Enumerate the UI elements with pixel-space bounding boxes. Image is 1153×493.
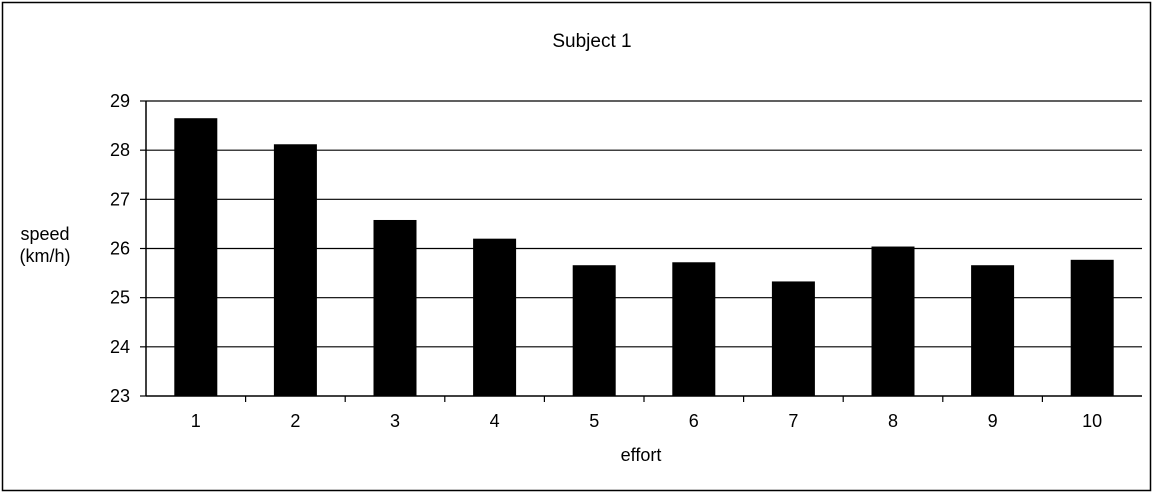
- x-tick-label-9: 9: [988, 411, 998, 431]
- x-tick-label-4: 4: [490, 411, 500, 431]
- bar-effort-7: [771, 281, 815, 396]
- y-tick-label-24: 24: [110, 337, 130, 357]
- bar-effort-2: [273, 144, 317, 396]
- x-tick-label-3: 3: [390, 411, 400, 431]
- x-tick-label-10: 10: [1082, 411, 1102, 431]
- bar-effort-10: [1070, 259, 1114, 396]
- x-tick-label-1: 1: [191, 411, 201, 431]
- x-tick-label-5: 5: [589, 411, 599, 431]
- x-tick-label-7: 7: [788, 411, 798, 431]
- bar-effort-3: [373, 219, 417, 396]
- y-tick-label-25: 25: [110, 288, 130, 308]
- chart-title: Subject 1: [552, 31, 631, 52]
- axes: [140, 100, 1142, 402]
- y-tick-labels: 23 24 25 26 27 28 29: [110, 91, 130, 406]
- bar-effort-6: [672, 262, 716, 396]
- x-tick-label-2: 2: [290, 411, 300, 431]
- x-axis-label: effort: [621, 445, 662, 465]
- y-axis-label-line-2: (km/h): [20, 246, 71, 266]
- bar-effort-5: [572, 265, 616, 396]
- y-tick-label-28: 28: [110, 140, 130, 160]
- x-tick-label-8: 8: [888, 411, 898, 431]
- bar-effort-9: [971, 265, 1015, 396]
- y-tick-label-29: 29: [110, 91, 130, 111]
- bars: [174, 118, 1114, 396]
- bar-effort-8: [871, 246, 915, 396]
- x-tick-labels: 1 2 3 4 5 6 7 8 9 10: [191, 411, 1102, 431]
- x-tick-label-6: 6: [689, 411, 699, 431]
- bar-effort-1: [174, 118, 218, 396]
- y-tick-label-27: 27: [110, 189, 130, 209]
- y-tick-label-26: 26: [110, 239, 130, 259]
- y-tick-label-23: 23: [110, 386, 130, 406]
- bar-effort-4: [473, 238, 517, 396]
- y-axis-label-line-1: speed: [20, 224, 69, 244]
